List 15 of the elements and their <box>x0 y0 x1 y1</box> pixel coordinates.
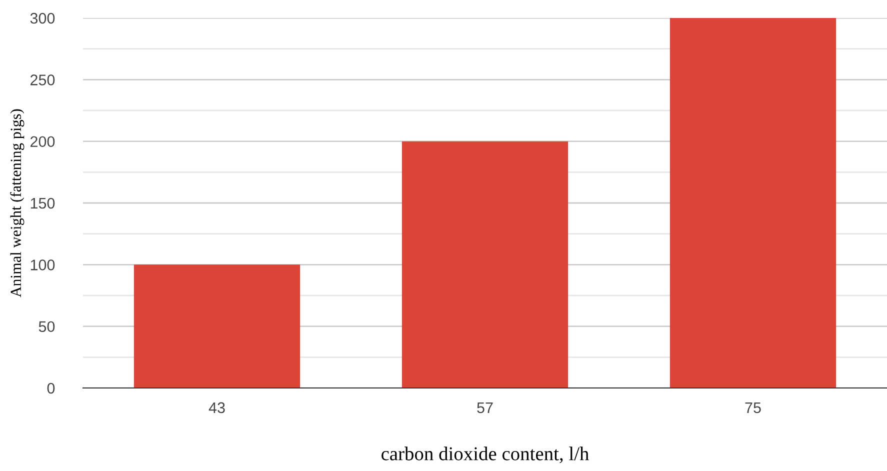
y-tick-label: 300 <box>30 12 55 24</box>
bar <box>134 264 300 388</box>
x-tick-label: 57 <box>477 402 493 414</box>
y-tick-label: 50 <box>38 321 55 332</box>
x-tick-label: 75 <box>745 402 761 414</box>
y-tick-label: 200 <box>30 136 55 148</box>
bar <box>670 18 836 388</box>
y-tick-label: 100 <box>30 260 55 270</box>
y-tick-label: 150 <box>30 198 55 209</box>
bar <box>402 141 568 388</box>
x-axis-title: carbon dioxide content, l/h <box>382 446 589 464</box>
y-tick-label: 0 <box>47 382 55 394</box>
y-tick-label: 250 <box>30 74 55 86</box>
y-axis-title: Animal weight (fattening pigs) <box>10 109 24 298</box>
x-tick-label: 43 <box>208 402 225 414</box>
